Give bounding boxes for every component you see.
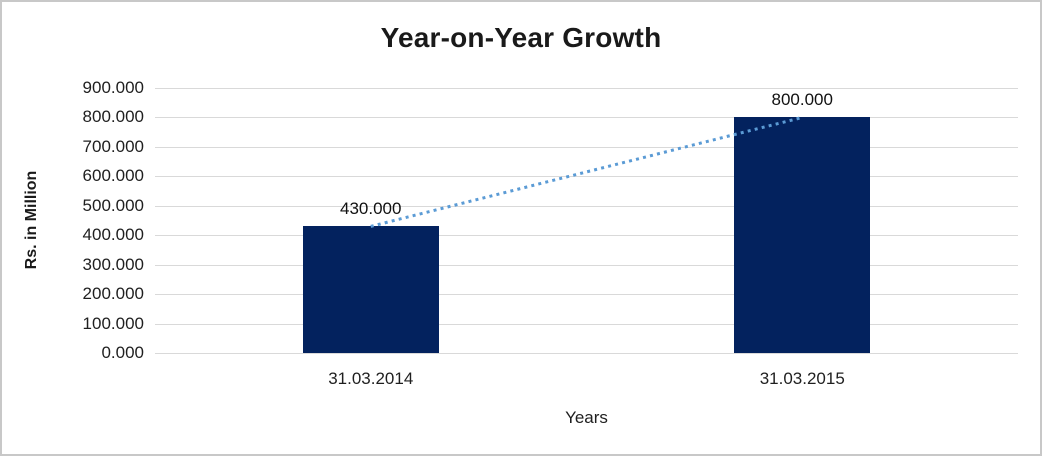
- bar-31.03.2015: [734, 117, 871, 353]
- plot-area: 430.000 800.000: [155, 88, 1018, 354]
- y-tick-label: 700.000: [82, 136, 144, 156]
- gridline: [155, 235, 1018, 237]
- y-tick-label: 100.000: [82, 313, 144, 333]
- trendline: [370, 115, 803, 228]
- x-tick-label: 31.03.2015: [759, 369, 845, 388]
- bar-value-label: 800.000: [771, 90, 833, 110]
- y-tick-label: 300.000: [82, 254, 144, 274]
- x-tick-labels: 31.03.2014 31.03.2015: [155, 368, 1018, 392]
- gridline: [155, 353, 1018, 354]
- bar-31.03.2014: [302, 226, 439, 353]
- y-tick-label: 0.000: [101, 343, 144, 362]
- y-tick-label: 800.000: [82, 107, 144, 127]
- bar-value-label: 430.000: [340, 199, 402, 219]
- gridline: [155, 205, 1018, 207]
- gridline: [155, 264, 1018, 266]
- y-tick-label: 500.000: [82, 195, 144, 215]
- gridline: [155, 146, 1018, 148]
- gridline: [155, 323, 1018, 325]
- gridline: [155, 88, 1018, 89]
- y-tick-label: 400.000: [82, 225, 144, 245]
- chart-title: Year-on-Year Growth: [380, 22, 662, 53]
- gridline: [155, 176, 1018, 178]
- gridline: [155, 117, 1018, 119]
- gridline: [155, 294, 1018, 296]
- x-tick-label: 31.03.2014: [328, 369, 414, 388]
- y-tick-label: 600.000: [82, 166, 144, 186]
- y-tick-label: 900.000: [82, 78, 144, 97]
- y-tick-label: 200.000: [82, 284, 144, 304]
- y-tick-labels: 900.000 800.000 700.000 600.000 500.000 400.0…: [38, 78, 144, 362]
- trendline-segment: [370, 115, 803, 228]
- x-axis-title: Years: [565, 408, 608, 427]
